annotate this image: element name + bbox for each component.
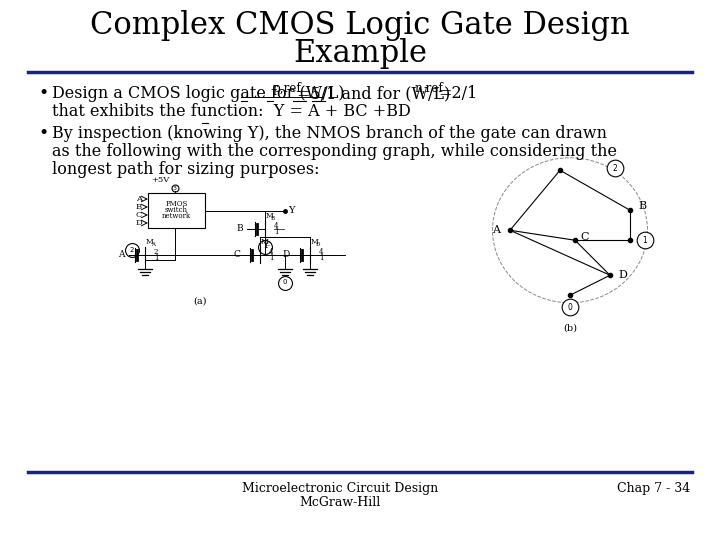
Text: M: M (266, 212, 274, 219)
Text: B: B (638, 201, 646, 211)
Text: •: • (38, 85, 48, 102)
Text: 1: 1 (643, 236, 647, 245)
Text: B: B (271, 215, 275, 220)
Text: B: B (136, 203, 142, 211)
Text: 1: 1 (274, 228, 279, 237)
Text: 4: 4 (274, 222, 279, 231)
Text: C: C (233, 250, 240, 259)
Text: M: M (146, 238, 154, 246)
Text: switch: switch (165, 206, 188, 214)
Text: Design a CMOS logic gate for (W/L): Design a CMOS logic gate for (W/L) (52, 85, 344, 102)
Text: p,ref: p,ref (273, 82, 302, 95)
Text: A: A (136, 195, 142, 203)
Text: Example: Example (293, 38, 427, 69)
Text: Complex CMOS Logic Gate Design: Complex CMOS Logic Gate Design (90, 10, 630, 41)
Text: A: A (151, 241, 155, 246)
Bar (148, 193, 205, 228)
Text: 4: 4 (319, 248, 323, 256)
Text: 4: 4 (269, 248, 274, 256)
Text: =5/1 and for (W/L): =5/1 and for (W/L) (297, 85, 451, 102)
Text: that exhibits the function:  Y = A + BC +BD: that exhibits the function: Y = A + BC +… (52, 103, 410, 120)
Text: network: network (162, 213, 191, 220)
Text: A: A (119, 250, 125, 259)
Text: C: C (580, 232, 588, 242)
Text: C: C (266, 241, 270, 246)
Text: Y: Y (288, 206, 294, 215)
Text: D: D (283, 250, 290, 259)
Text: (a): (a) (193, 296, 207, 306)
Text: +5V: +5V (151, 176, 169, 184)
Text: =2/1: =2/1 (438, 85, 478, 102)
Text: Microelectronic Circuit Design: Microelectronic Circuit Design (242, 482, 438, 495)
Text: 1: 1 (319, 254, 323, 262)
Text: n,ref: n,ref (415, 82, 444, 95)
Text: 1: 1 (154, 254, 158, 262)
Text: as the following with the corresponding graph, while considering the: as the following with the corresponding … (52, 143, 617, 160)
Text: M: M (261, 238, 269, 246)
Text: C: C (136, 211, 143, 219)
Text: D: D (316, 241, 320, 246)
Text: 1: 1 (269, 254, 274, 262)
Text: 0: 0 (567, 303, 572, 312)
Text: 2: 2 (154, 248, 158, 256)
Text: 2: 2 (130, 247, 134, 253)
Text: longest path for sizing purposes:: longest path for sizing purposes: (52, 161, 320, 178)
Text: 3: 3 (173, 186, 177, 191)
Ellipse shape (492, 158, 647, 303)
Text: McGraw-Hill: McGraw-Hill (300, 496, 381, 509)
Text: A: A (492, 225, 500, 235)
Text: B: B (236, 224, 243, 233)
Text: 0: 0 (283, 280, 287, 286)
Text: PMOS: PMOS (166, 200, 188, 208)
Text: Chap 7 - 34: Chap 7 - 34 (617, 482, 690, 495)
Text: (b): (b) (563, 323, 577, 332)
Text: By inspection (knowing Y), the NMOS branch of the gate can drawn: By inspection (knowing Y), the NMOS bran… (52, 125, 607, 142)
Text: D: D (136, 219, 143, 227)
Text: 2: 2 (613, 164, 617, 173)
Text: 1: 1 (263, 244, 267, 249)
Text: M: M (311, 238, 319, 246)
Text: D: D (618, 270, 627, 280)
Text: •: • (38, 125, 48, 142)
